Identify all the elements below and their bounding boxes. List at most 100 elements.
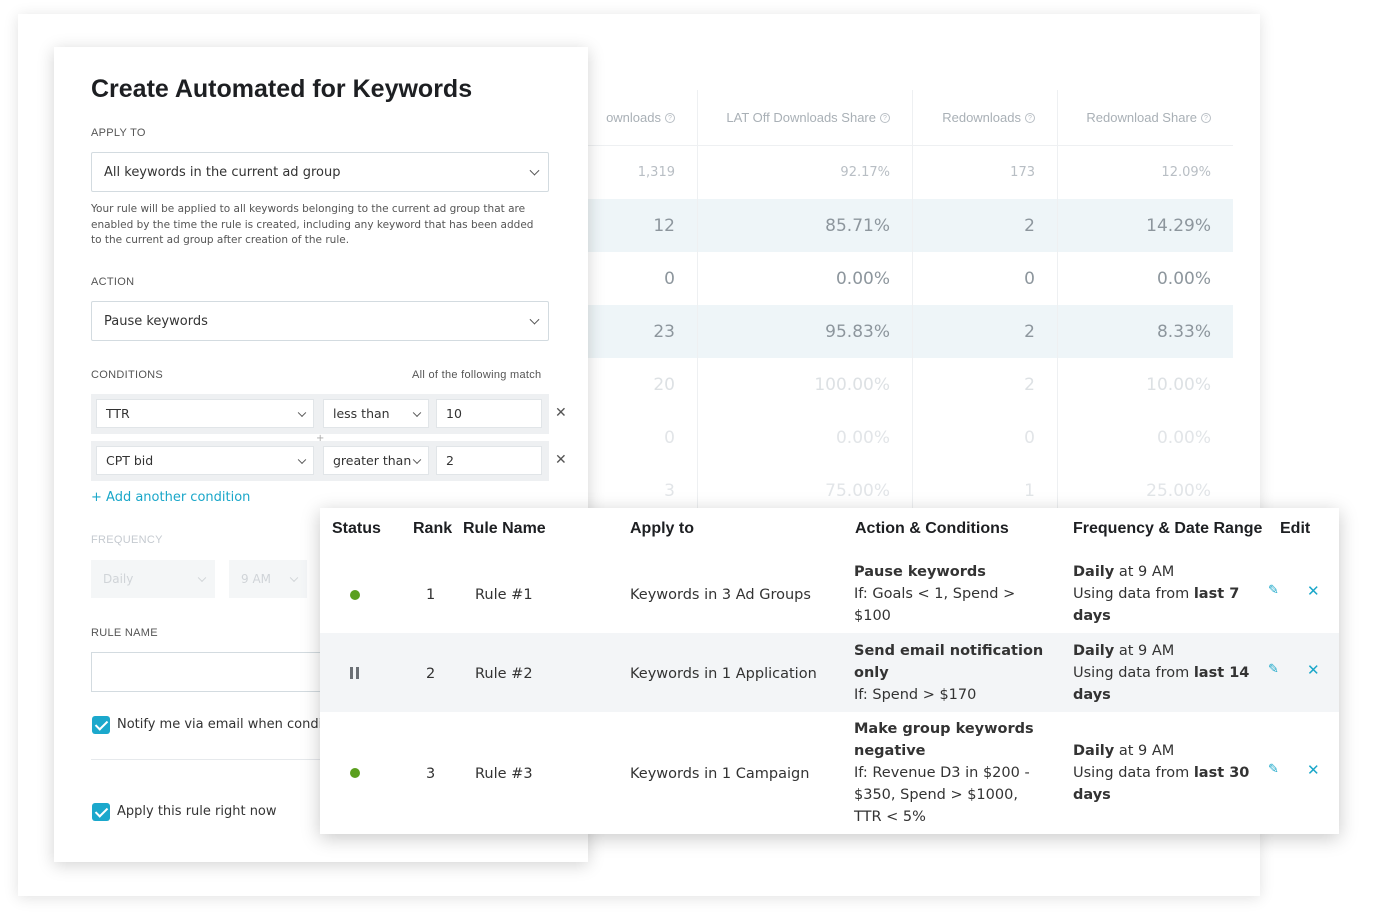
- notify-checkbox[interactable]: [92, 716, 110, 734]
- condition-operator-select[interactable]: less than: [323, 399, 429, 428]
- table-row: 0 0.00% 0 0.00%: [588, 411, 1233, 464]
- frequency-text: at 9 AM: [1114, 564, 1175, 580]
- frequency-bold: Daily: [1073, 743, 1115, 759]
- table-cell: 12.09%: [1161, 165, 1211, 180]
- header-apply-to: Apply to: [630, 520, 694, 537]
- table-row[interactable]: 1 Rule #1 Keywords in 3 Ad Groups Pause …: [320, 555, 1339, 633]
- rule-rank: 1: [426, 587, 436, 603]
- chevron-down-icon: [297, 408, 307, 417]
- table-row: 23 95.83% 2 8.33%: [588, 305, 1233, 358]
- pencil-icon[interactable]: ✎: [1268, 662, 1279, 677]
- chevron-down-icon: [297, 455, 307, 464]
- apply-now-label: Apply this rule right now: [117, 804, 277, 819]
- action-label: ACTION: [91, 276, 135, 288]
- table-cell: 8.33%: [1156, 321, 1211, 342]
- table-cell: 1: [913, 464, 1058, 517]
- table-cell: 23: [588, 305, 698, 358]
- rule-action-conditions: Pause keywords If: Goals < 1, Spend > $1…: [854, 561, 1054, 627]
- frequency-label: FREQUENCY: [91, 534, 163, 546]
- condition-metric-select[interactable]: TTR: [96, 399, 314, 428]
- panel-title: Create Automated for Keywords: [91, 75, 473, 103]
- table-row[interactable]: 3 Rule #3 Keywords in 1 Campaign Make gr…: [320, 712, 1339, 834]
- table-cell: 25.00%: [1146, 480, 1211, 501]
- condition-value-input[interactable]: 2: [436, 446, 542, 475]
- pause-icon: [350, 667, 360, 679]
- condition-metric-value: CPT bid: [106, 453, 154, 468]
- rule-name-label: RULE NAME: [91, 627, 158, 639]
- condition-metric-value: TTR: [106, 406, 130, 421]
- remove-condition-icon[interactable]: ✕: [555, 452, 567, 468]
- notify-label: Notify me via email when conditi: [117, 717, 331, 732]
- frequency-select[interactable]: Daily: [91, 560, 215, 598]
- condition-operator-value: greater than: [333, 453, 412, 468]
- table-cell: 0: [913, 252, 1058, 305]
- table-row: 12 85.71% 2 14.29%: [588, 199, 1233, 252]
- range-text: Using data from: [1073, 765, 1194, 781]
- table-cell: 92.17%: [698, 146, 913, 199]
- table-cell: 85.71%: [698, 199, 913, 252]
- table-row: 3 75.00% 1 25.00%: [588, 464, 1233, 517]
- column-header[interactable]: Redownload Share?: [1058, 90, 1233, 145]
- rule-rank: 3: [426, 766, 436, 782]
- condition-text: $100: [854, 608, 891, 624]
- table-row[interactable]: 2 Rule #2 Keywords in 1 Application Send…: [320, 633, 1339, 712]
- action-text: Pause keywords: [854, 564, 986, 580]
- close-icon[interactable]: ✕: [1307, 661, 1320, 679]
- range-bold: days: [1073, 608, 1111, 624]
- condition-value-input[interactable]: 10: [436, 399, 542, 428]
- table-cell: 0: [588, 252, 698, 305]
- table-cell: 1,319: [588, 146, 698, 199]
- frequency-bold: Daily: [1073, 564, 1115, 580]
- range-bold: days: [1073, 687, 1111, 703]
- column-header[interactable]: LAT Off Downloads Share?: [698, 90, 913, 145]
- header-status: Status: [332, 520, 381, 537]
- action-value: Pause keywords: [104, 313, 208, 329]
- condition-operator-select[interactable]: greater than: [323, 446, 429, 475]
- column-header[interactable]: Redownloads?: [913, 90, 1058, 145]
- table-cell: 20: [588, 358, 698, 411]
- table-cell: 100.00%: [698, 358, 913, 411]
- add-condition-link[interactable]: + Add another condition: [91, 490, 251, 505]
- range-bold: last 30: [1193, 765, 1250, 781]
- pencil-icon[interactable]: ✎: [1268, 762, 1279, 777]
- conditions-match-text: All of the following match: [412, 369, 542, 381]
- pencil-icon[interactable]: ✎: [1268, 583, 1279, 598]
- conditions-label: CONDITIONS: [91, 369, 164, 381]
- divider: [91, 759, 331, 760]
- header-action-conditions: Action & Conditions: [855, 520, 1009, 537]
- condition-metric-select[interactable]: CPT bid: [96, 446, 314, 475]
- help-icon[interactable]: ?: [1025, 112, 1035, 123]
- table-cell: 0.00%: [698, 411, 913, 464]
- header-frequency: Frequency & Date Range: [1073, 520, 1263, 537]
- close-icon[interactable]: ✕: [1307, 582, 1320, 600]
- table-cell: 3: [588, 464, 698, 517]
- action-select[interactable]: Pause keywords: [91, 301, 549, 341]
- time-select[interactable]: 9 AM: [229, 560, 307, 598]
- table-cell: 0.00%: [698, 252, 913, 305]
- help-icon[interactable]: ?: [665, 112, 675, 123]
- table-cell: 75.00%: [698, 464, 913, 517]
- action-text: only: [854, 665, 889, 681]
- table-cell: 2: [913, 358, 1058, 411]
- analytics-table: ownloads? LAT Off Downloads Share? Redow…: [588, 90, 1233, 517]
- condition-text: If: Spend > $170: [854, 687, 977, 703]
- column-header[interactable]: ownloads?: [588, 90, 698, 145]
- rule-frequency: Daily at 9 AM Using data from last 30 da…: [1073, 740, 1273, 806]
- status-active-icon: [350, 768, 360, 778]
- table-cell: 10.00%: [1146, 374, 1211, 395]
- close-icon[interactable]: ✕: [1307, 761, 1320, 779]
- remove-condition-icon[interactable]: ✕: [555, 405, 567, 421]
- frequency-text: at 9 AM: [1114, 743, 1175, 759]
- help-icon[interactable]: ?: [1201, 112, 1211, 123]
- plus-icon: +: [316, 433, 325, 444]
- apply-to-select[interactable]: All keywords in the current ad group: [91, 152, 549, 192]
- frequency-bold: Daily: [1073, 643, 1115, 659]
- rule-apply-to: Keywords in 1 Campaign: [630, 766, 810, 782]
- apply-now-checkbox[interactable]: [92, 803, 110, 821]
- rule-apply-to: Keywords in 3 Ad Groups: [630, 587, 811, 603]
- table-cell: 2: [913, 305, 1058, 358]
- help-icon[interactable]: ?: [880, 112, 890, 123]
- condition-value: 2: [446, 453, 454, 468]
- analytics-table-header: ownloads? LAT Off Downloads Share? Redow…: [588, 90, 1233, 146]
- rule-frequency: Daily at 9 AM Using data from last 14 da…: [1073, 640, 1273, 706]
